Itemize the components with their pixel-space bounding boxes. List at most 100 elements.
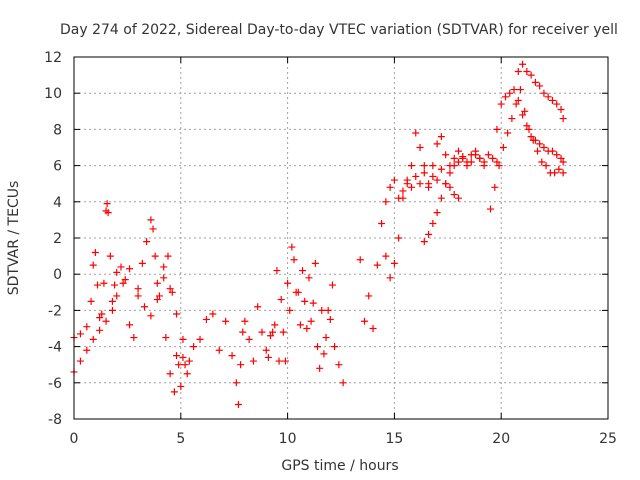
data-point bbox=[87, 297, 95, 305]
data-point bbox=[450, 191, 458, 199]
data-point bbox=[170, 388, 178, 396]
data-point bbox=[420, 162, 428, 170]
data-point bbox=[542, 162, 550, 170]
data-point bbox=[534, 147, 542, 155]
data-point bbox=[472, 151, 480, 159]
data-point bbox=[108, 297, 116, 305]
series-track-h bbox=[487, 86, 567, 213]
data-point bbox=[386, 183, 394, 191]
data-point bbox=[480, 158, 488, 166]
data-point bbox=[508, 115, 516, 123]
series-track-g bbox=[420, 151, 488, 246]
data-point bbox=[138, 259, 146, 267]
data-point bbox=[429, 162, 437, 170]
x-tick-label: 25 bbox=[599, 431, 617, 447]
data-point bbox=[237, 361, 245, 369]
data-point bbox=[326, 315, 334, 323]
series-track-j bbox=[514, 60, 567, 123]
data-point bbox=[382, 252, 390, 260]
x-axis-label: GPS time / hours bbox=[281, 458, 398, 474]
series-track-e bbox=[356, 129, 501, 332]
data-point bbox=[147, 216, 155, 224]
data-point bbox=[273, 267, 281, 275]
data-point bbox=[305, 274, 313, 282]
x-tick-label: 10 bbox=[279, 431, 297, 447]
data-point bbox=[437, 194, 445, 202]
data-point bbox=[113, 268, 121, 276]
data-point bbox=[510, 86, 518, 94]
data-point bbox=[433, 176, 441, 184]
data-point bbox=[412, 172, 420, 180]
data-point bbox=[303, 325, 311, 332]
data-point bbox=[166, 370, 174, 378]
data-point bbox=[446, 183, 454, 191]
data-point bbox=[356, 256, 364, 264]
data-point bbox=[113, 292, 121, 300]
data-point bbox=[143, 238, 151, 246]
data-point bbox=[160, 263, 168, 271]
data-point bbox=[245, 335, 253, 343]
data-point bbox=[173, 310, 181, 318]
data-point bbox=[527, 71, 535, 79]
data-point bbox=[117, 263, 125, 271]
data-point bbox=[559, 115, 567, 123]
data-point bbox=[83, 346, 91, 354]
data-point bbox=[433, 140, 441, 148]
data-point bbox=[134, 285, 142, 293]
series-track-d bbox=[264, 256, 336, 372]
data-point bbox=[557, 105, 565, 113]
data-point bbox=[429, 220, 437, 228]
data-point bbox=[499, 144, 507, 151]
data-point bbox=[281, 357, 289, 365]
data-point bbox=[215, 346, 223, 354]
plot-frame bbox=[73, 56, 609, 420]
data-point bbox=[331, 343, 339, 351]
data-point bbox=[416, 144, 424, 151]
data-point bbox=[504, 129, 512, 137]
data-point bbox=[433, 209, 441, 217]
data-point bbox=[450, 162, 458, 170]
data-point bbox=[553, 151, 561, 159]
y-tick-label: 4 bbox=[53, 195, 62, 211]
data-point bbox=[525, 125, 533, 133]
data-point bbox=[196, 335, 204, 343]
data-point bbox=[442, 180, 450, 188]
data-point bbox=[551, 169, 559, 177]
data-point bbox=[232, 379, 240, 387]
data-point bbox=[489, 154, 497, 162]
data-point bbox=[390, 176, 398, 184]
data-point bbox=[264, 353, 272, 361]
data-point bbox=[322, 334, 330, 342]
data-point bbox=[181, 361, 189, 369]
data-point bbox=[493, 125, 501, 133]
data-point bbox=[493, 158, 501, 166]
data-point bbox=[314, 343, 322, 351]
data-point bbox=[548, 96, 556, 104]
y-tick-label: 12 bbox=[44, 50, 62, 66]
data-point bbox=[104, 209, 112, 217]
data-point bbox=[531, 136, 539, 144]
data-point bbox=[134, 292, 142, 300]
y-axis-label: SDTVAR / TECUs bbox=[6, 181, 22, 296]
data-point bbox=[76, 357, 84, 365]
data-point bbox=[175, 361, 183, 369]
data-point bbox=[262, 346, 270, 354]
data-point bbox=[254, 303, 262, 311]
data-point bbox=[335, 361, 343, 369]
data-point bbox=[320, 350, 328, 358]
data-point bbox=[288, 243, 296, 251]
data-point bbox=[407, 162, 415, 170]
data-point bbox=[155, 292, 163, 300]
data-point bbox=[241, 317, 249, 325]
series-track-b bbox=[70, 200, 189, 390]
data-point bbox=[100, 279, 108, 287]
data-point bbox=[467, 158, 475, 166]
data-point bbox=[519, 111, 527, 119]
y-tick-label: 8 bbox=[53, 122, 62, 138]
y-tick-label: 10 bbox=[44, 86, 62, 102]
data-point bbox=[407, 183, 415, 191]
data-point bbox=[420, 169, 428, 177]
data-point bbox=[179, 353, 187, 361]
data-point bbox=[164, 252, 172, 260]
data-point bbox=[454, 158, 462, 166]
